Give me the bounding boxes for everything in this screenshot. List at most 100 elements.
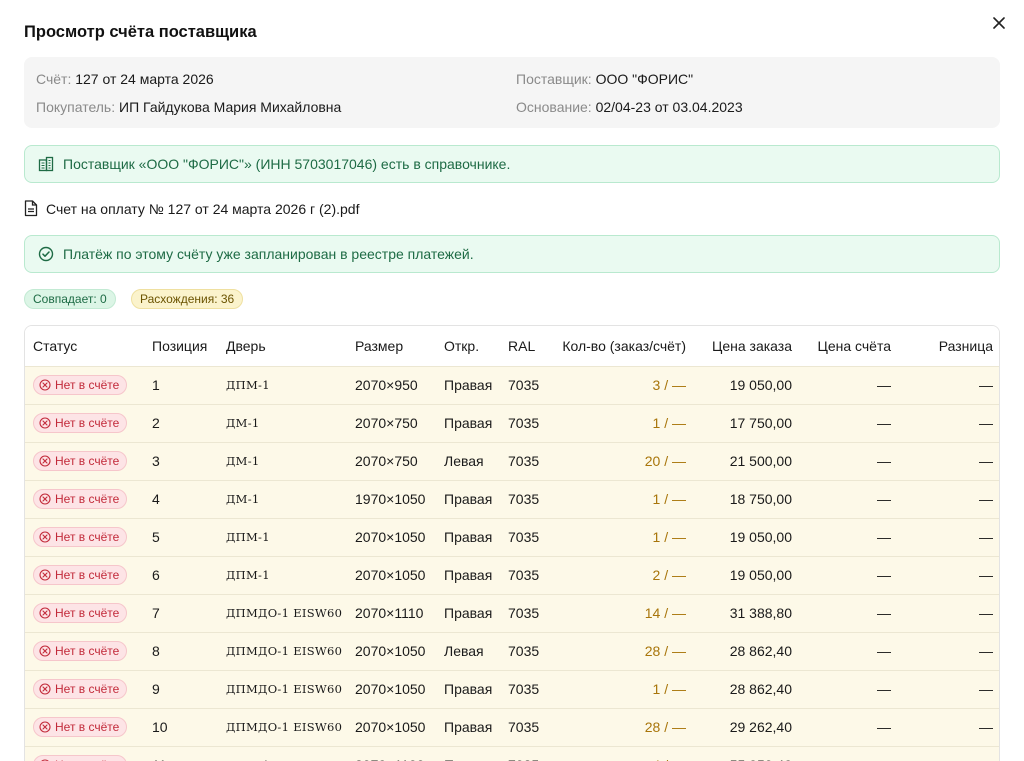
invoice-field: Счёт: 127 от 24 марта 2026: [36, 71, 214, 87]
table-row[interactable]: Нет в счёте 5 ДПМ-1 2070×1050 Правая 7035 1 / …: [25, 518, 999, 556]
supplier-value: ООО "ФОРИС": [595, 71, 694, 87]
buyer-value: ИП Гайдукова Мария Михайловна: [119, 99, 342, 115]
quantity-cell: 1 / —: [652, 681, 686, 697]
size-cell: 2070×1050: [355, 719, 426, 735]
ral-cell: 7035: [508, 605, 540, 621]
ral-cell: 7035: [500, 746, 546, 761]
order-price-cell: 21 500,00: [729, 453, 792, 469]
status-badge: Нет в счёте: [33, 527, 128, 547]
status-cell: Нет в счёте: [25, 404, 144, 442]
table-row[interactable]: Нет в счёте 3 ДМ-1 2070×750 Левая 7035 20 / — 2…: [25, 442, 999, 480]
quantity-cell: 3 / —: [652, 377, 686, 393]
ral-cell: 7035: [508, 529, 540, 545]
column-header: Размер: [355, 337, 404, 354]
x-circle-icon: [39, 455, 51, 467]
invoice-info-panel: Счёт: 127 от 24 марта 2026 Поставщик: ОО…: [24, 57, 1000, 128]
opening-cell: Правая: [436, 746, 500, 761]
column-header: Цена заказа: [711, 337, 792, 354]
order-price-cell: 55 050,40: [694, 746, 800, 761]
status-cell: Нет в счёте: [25, 594, 144, 632]
order-price-cell: 29 262,40: [729, 719, 792, 735]
table-row[interactable]: Нет в счёте 10 ДПМДО-1 EISW60 2070×1050 Прав…: [25, 708, 999, 746]
opening-cell: Правая: [444, 377, 493, 393]
size-cell: 2070×1050: [355, 681, 426, 697]
size-cell: 2070×750: [355, 453, 418, 469]
difference-cell: —: [979, 681, 993, 697]
order-price-cell: 19 050,00: [729, 567, 792, 583]
quantity-cell: 4 / —: [546, 746, 694, 761]
position-cell: 9: [152, 681, 160, 697]
items-table-container[interactable]: Статус Позиция Дверь Размер Откр. RAL Ко…: [24, 325, 1000, 761]
size-cell: 2070×1050: [355, 567, 426, 583]
table-row[interactable]: Нет в счёте 8 ДПМДО-1 EISW60 2070×1050 Левая…: [25, 632, 999, 670]
status-badge: Нет в счёте: [33, 489, 128, 509]
difference-cell: —: [979, 719, 993, 735]
order-price-cell: 19 050,00: [729, 377, 792, 393]
difference-cell: —: [979, 567, 993, 583]
status-badge: Нет в счёте: [33, 755, 128, 761]
order-price-cell: 17 750,00: [729, 415, 792, 431]
order-price-cell: 28 862,40: [729, 681, 792, 697]
status-cell: Нет в счёте: [25, 480, 144, 518]
opening-cell: Правая: [444, 567, 493, 583]
door-cell: ДМ-1: [226, 454, 260, 468]
table-row[interactable]: Нет в счёте 2 ДМ-1 2070×750 Правая 7035 1 / — 1…: [25, 404, 999, 442]
x-circle-icon: [39, 645, 51, 657]
invoice-price-cell: —: [877, 643, 891, 659]
table-row[interactable]: Нет в счёте 1 ДПМ-1 2070×950 Правая 7035 3 / —…: [25, 366, 999, 404]
status-text: Нет в счёте: [55, 758, 119, 761]
difference-cell: —: [899, 746, 999, 761]
close-button[interactable]: [988, 12, 1010, 34]
status-text: Нет в счёте: [55, 720, 120, 734]
status-text: Нет в счёте: [55, 416, 120, 430]
opening-cell: Левая: [444, 453, 484, 469]
status-text: Нет в счёте: [55, 530, 120, 544]
ral-cell: 7035: [508, 491, 540, 507]
match-count-badge: Совпадает: 0: [24, 289, 116, 309]
table-row[interactable]: Нет в счёте 6 ДПМ-1 2070×1050 Правая 7035 2 / …: [25, 556, 999, 594]
quantity-cell: 28 / —: [644, 719, 686, 735]
quantity-cell: 1 / —: [652, 415, 686, 431]
position-cell: 7: [152, 605, 160, 621]
status-text: Нет в счёте: [55, 606, 120, 620]
items-table: Статус Позиция Дверь Размер Откр. RAL Ко…: [25, 326, 999, 761]
status-badge: Нет в счёте: [33, 603, 128, 623]
status-cell: Нет в счёте: [25, 556, 144, 594]
position-cell: 11: [144, 746, 218, 761]
status-cell: Нет в счёте: [25, 632, 144, 670]
status-text: Нет в счёте: [55, 568, 120, 582]
column-header: Откр.: [444, 337, 480, 354]
status-cell: Нет в счёте: [25, 442, 144, 480]
door-cell: ДПМДО-1 EISW60: [226, 644, 343, 658]
table-row[interactable]: Нет в счёте 4 ДМ-1 1970×1050 Правая 7035 1 / —…: [25, 480, 999, 518]
size-cell: 2070×1100: [347, 746, 436, 761]
door-cell: ДПМДО-1 EISW60: [226, 720, 343, 734]
table-row[interactable]: Нет в счёте 9 ДПМДО-1 EISW60 2070×1050 Права…: [25, 670, 999, 708]
ral-cell: 7035: [508, 377, 540, 393]
status-cell: Нет в счёте: [25, 670, 144, 708]
document-icon: [24, 200, 40, 218]
opening-cell: Левая: [444, 643, 484, 659]
invoice-price-cell: —: [877, 415, 891, 431]
size-cell: 1970×1050: [355, 491, 426, 507]
table-row[interactable]: Нет в счёте 7 ДПМДО-1 EISW60 2070×1110 Права…: [25, 594, 999, 632]
x-circle-icon: [39, 493, 51, 505]
position-cell: 8: [152, 643, 160, 659]
supplier-field: Поставщик: ООО "ФОРИС": [516, 71, 693, 87]
x-circle-icon: [39, 683, 51, 695]
door-cell: ДПМ-1: [218, 746, 347, 761]
difference-cell: —: [979, 605, 993, 621]
supplier-found-text: Поставщик «ООО "ФОРИС"» (ИНН 5703017046)…: [63, 156, 511, 172]
invoice-price-cell: —: [800, 746, 899, 761]
opening-cell: Правая: [444, 719, 493, 735]
payment-planned-text: Платёж по этому счёту уже запланирован в…: [63, 246, 474, 262]
difference-cell: —: [979, 415, 993, 431]
position-cell: 6: [152, 567, 160, 583]
attached-file-link[interactable]: Счет на оплату № 127 от 24 марта 2026 г …: [24, 200, 359, 218]
building-icon: [37, 155, 55, 173]
size-cell: 2070×1110: [355, 605, 424, 621]
status-badge: Нет в счёте: [33, 679, 128, 699]
buyer-field: Покупатель: ИП Гайдукова Мария Михайловн…: [36, 99, 341, 115]
quantity-cell: 1 / —: [652, 529, 686, 545]
